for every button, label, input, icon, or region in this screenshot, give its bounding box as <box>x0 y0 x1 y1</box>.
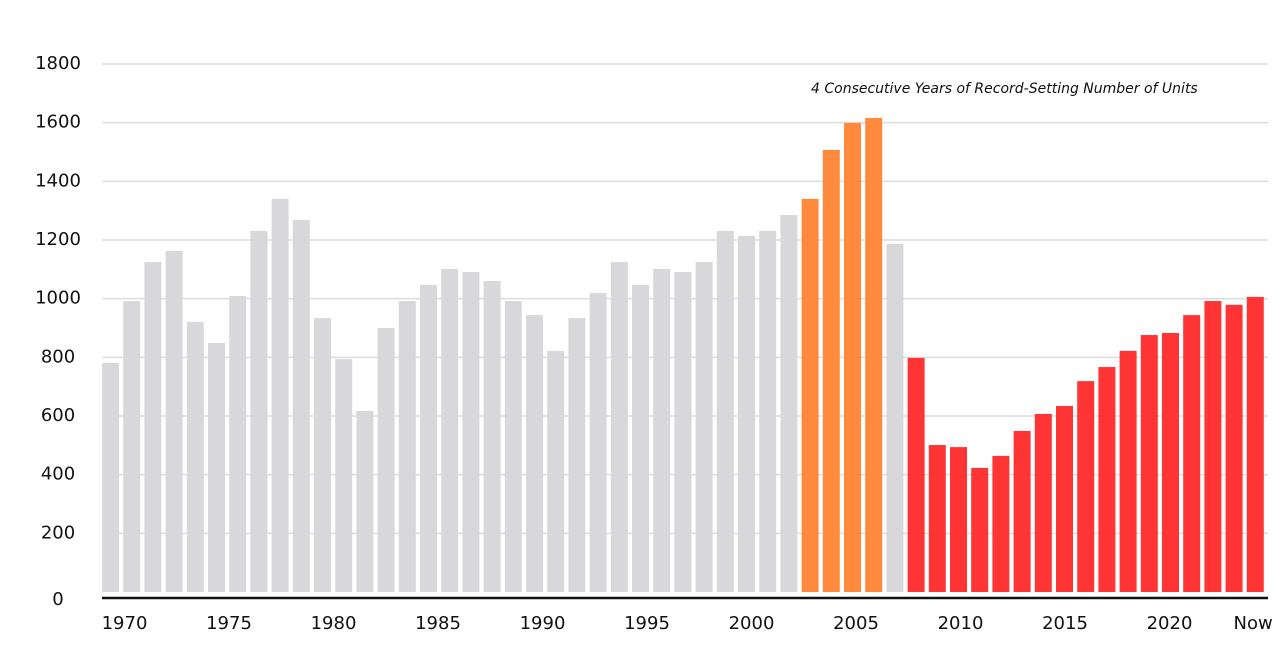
bar <box>780 215 798 593</box>
x-tick-label: 1990 <box>520 613 566 634</box>
bar <box>971 467 989 592</box>
bar <box>420 284 437 592</box>
annotation: 4 Consecutive Years of Record-Setting Nu… <box>811 81 1198 97</box>
bar <box>610 262 628 592</box>
bar <box>632 284 649 592</box>
bar <box>123 301 141 592</box>
y-tick-label: 400 <box>41 464 75 485</box>
bar <box>1204 301 1222 592</box>
bar <box>568 318 586 592</box>
bar <box>208 342 225 592</box>
y-tick-label: 1000 <box>35 288 81 309</box>
bar <box>1162 332 1179 592</box>
bar <box>653 269 671 592</box>
x-tick-label: 1975 <box>206 613 252 634</box>
bar <box>144 262 162 592</box>
bar <box>377 328 395 592</box>
y-tick-label: 200 <box>41 522 75 543</box>
bar <box>1077 381 1095 592</box>
x-tick-label: 1970 <box>102 613 148 634</box>
bar <box>1013 430 1031 592</box>
bar <box>335 359 353 592</box>
x-tick-label: 1985 <box>415 613 461 634</box>
bar <box>526 315 543 592</box>
bar <box>441 269 459 592</box>
bar <box>398 301 416 592</box>
x-tick-label: 1980 <box>311 613 357 634</box>
bar <box>314 318 331 592</box>
x-tick-label: 2000 <box>729 613 775 634</box>
bar <box>1183 315 1201 592</box>
y-tick-label: 1200 <box>35 229 81 250</box>
x-tick-label: 2015 <box>1042 613 1088 634</box>
bar <box>886 243 904 592</box>
bar <box>504 301 522 592</box>
bar <box>738 235 755 593</box>
bar <box>950 447 967 592</box>
bar <box>356 411 374 592</box>
bar <box>250 230 268 592</box>
bar <box>292 220 310 592</box>
bar <box>102 362 119 592</box>
bar <box>271 198 289 592</box>
y-tick-label: 1600 <box>35 112 81 133</box>
bar <box>1225 304 1243 592</box>
bar <box>674 271 692 592</box>
x-tick-label: 2020 <box>1147 613 1193 634</box>
x-tick-label: 2005 <box>833 613 879 634</box>
bar <box>928 445 946 592</box>
bar <box>865 117 883 593</box>
y-tick-label: 800 <box>41 346 75 367</box>
bar <box>483 281 501 592</box>
y-tick-label: 1400 <box>35 170 81 191</box>
bar <box>1098 367 1116 592</box>
bar <box>801 198 819 592</box>
bar <box>844 122 861 593</box>
bar <box>547 350 565 592</box>
bar <box>1119 350 1137 592</box>
x-tick-label: 2010 <box>938 613 984 634</box>
bar <box>186 321 204 592</box>
bar <box>992 455 1010 592</box>
bar <box>907 357 925 592</box>
bar <box>1034 413 1052 592</box>
bar <box>462 271 480 592</box>
bar <box>759 230 777 592</box>
x-tick-label: 1995 <box>624 613 670 634</box>
bar <box>1246 296 1264 592</box>
y-tick-label: 0 <box>52 589 63 610</box>
bar <box>229 296 247 592</box>
bar <box>716 230 734 592</box>
x-tick-label: Now <box>1233 613 1272 634</box>
bar <box>165 250 183 592</box>
bar <box>822 149 840 593</box>
bar <box>589 293 607 592</box>
y-tick-label: 600 <box>41 405 75 426</box>
bar <box>695 262 713 592</box>
bar <box>1056 406 1073 592</box>
y-tick-label: 1800 <box>35 53 81 74</box>
bar <box>1140 335 1158 592</box>
